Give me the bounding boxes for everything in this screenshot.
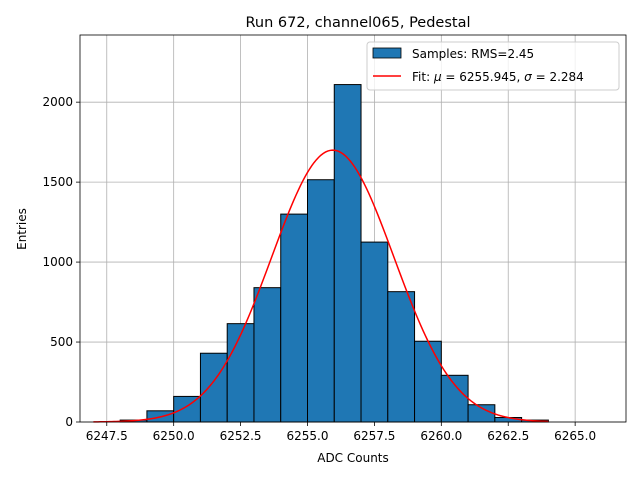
x-tick-label-6: 6262.5 xyxy=(487,429,529,443)
y-tick-label-2: 1000 xyxy=(42,255,73,269)
histogram-bar-8 xyxy=(333,84,362,423)
y-tick-label-4: 2000 xyxy=(42,95,73,109)
legend-histogram-label: Samples: RMS=2.45 xyxy=(412,47,534,61)
histogram-bar-12 xyxy=(440,374,469,423)
histogram-bar-4 xyxy=(226,323,255,423)
histogram-bar-9 xyxy=(360,241,389,423)
x-tick-label-5: 6260.0 xyxy=(420,429,462,443)
x-tick-label-7: 6265.0 xyxy=(554,429,596,443)
legend-sigma-value: = 2.284 xyxy=(532,70,584,84)
x-axis-label: ADC Counts xyxy=(317,451,389,465)
legend: Samples: RMS=2.45 Fit: μ = 6255.945, σ =… xyxy=(366,41,620,91)
histogram-bar-11 xyxy=(414,340,442,423)
y-axis-label: Entries xyxy=(15,208,29,250)
legend-sigma-symbol: σ xyxy=(524,70,532,84)
x-tick-label-3: 6255.0 xyxy=(287,429,329,443)
legend-box xyxy=(366,41,620,91)
fit-curve xyxy=(93,149,549,423)
histogram-bar-6 xyxy=(280,213,308,423)
y-tick-label-3: 1500 xyxy=(42,175,73,189)
legend-mu-symbol: μ xyxy=(433,70,442,84)
y-tick-label-1: 500 xyxy=(50,335,73,349)
x-tick-label-2: 6252.5 xyxy=(220,429,262,443)
histogram-bar-10 xyxy=(387,291,416,423)
y-axis-ticks: 0 500 1000 1500 2000 xyxy=(42,95,80,429)
legend-fit-label: Fit: μ = 6255.945, σ = 2.284 xyxy=(412,70,584,84)
legend-fit-prefix: Fit: xyxy=(412,70,434,84)
histogram-bars xyxy=(119,84,549,423)
legend-mu-value: = 6255.945, xyxy=(442,70,525,84)
plot-frame xyxy=(79,34,627,423)
legend-histogram-swatch xyxy=(372,47,402,59)
x-tick-label-4: 6257.5 xyxy=(353,429,395,443)
x-axis-ticks: 6247.5 6250.0 6252.5 6255.0 6257.5 6260.0 6262… xyxy=(86,422,596,443)
histogram-bar-7 xyxy=(307,179,335,423)
y-tick-label-0: 0 xyxy=(65,415,73,429)
chart-title: Run 672, channel065, Pedestal xyxy=(245,15,470,31)
x-tick-label-0: 6247.5 xyxy=(86,429,128,443)
histogram-bar-3 xyxy=(199,352,228,423)
x-tick-label-1: 6250.0 xyxy=(153,429,195,443)
histogram-bar-5 xyxy=(253,287,282,423)
